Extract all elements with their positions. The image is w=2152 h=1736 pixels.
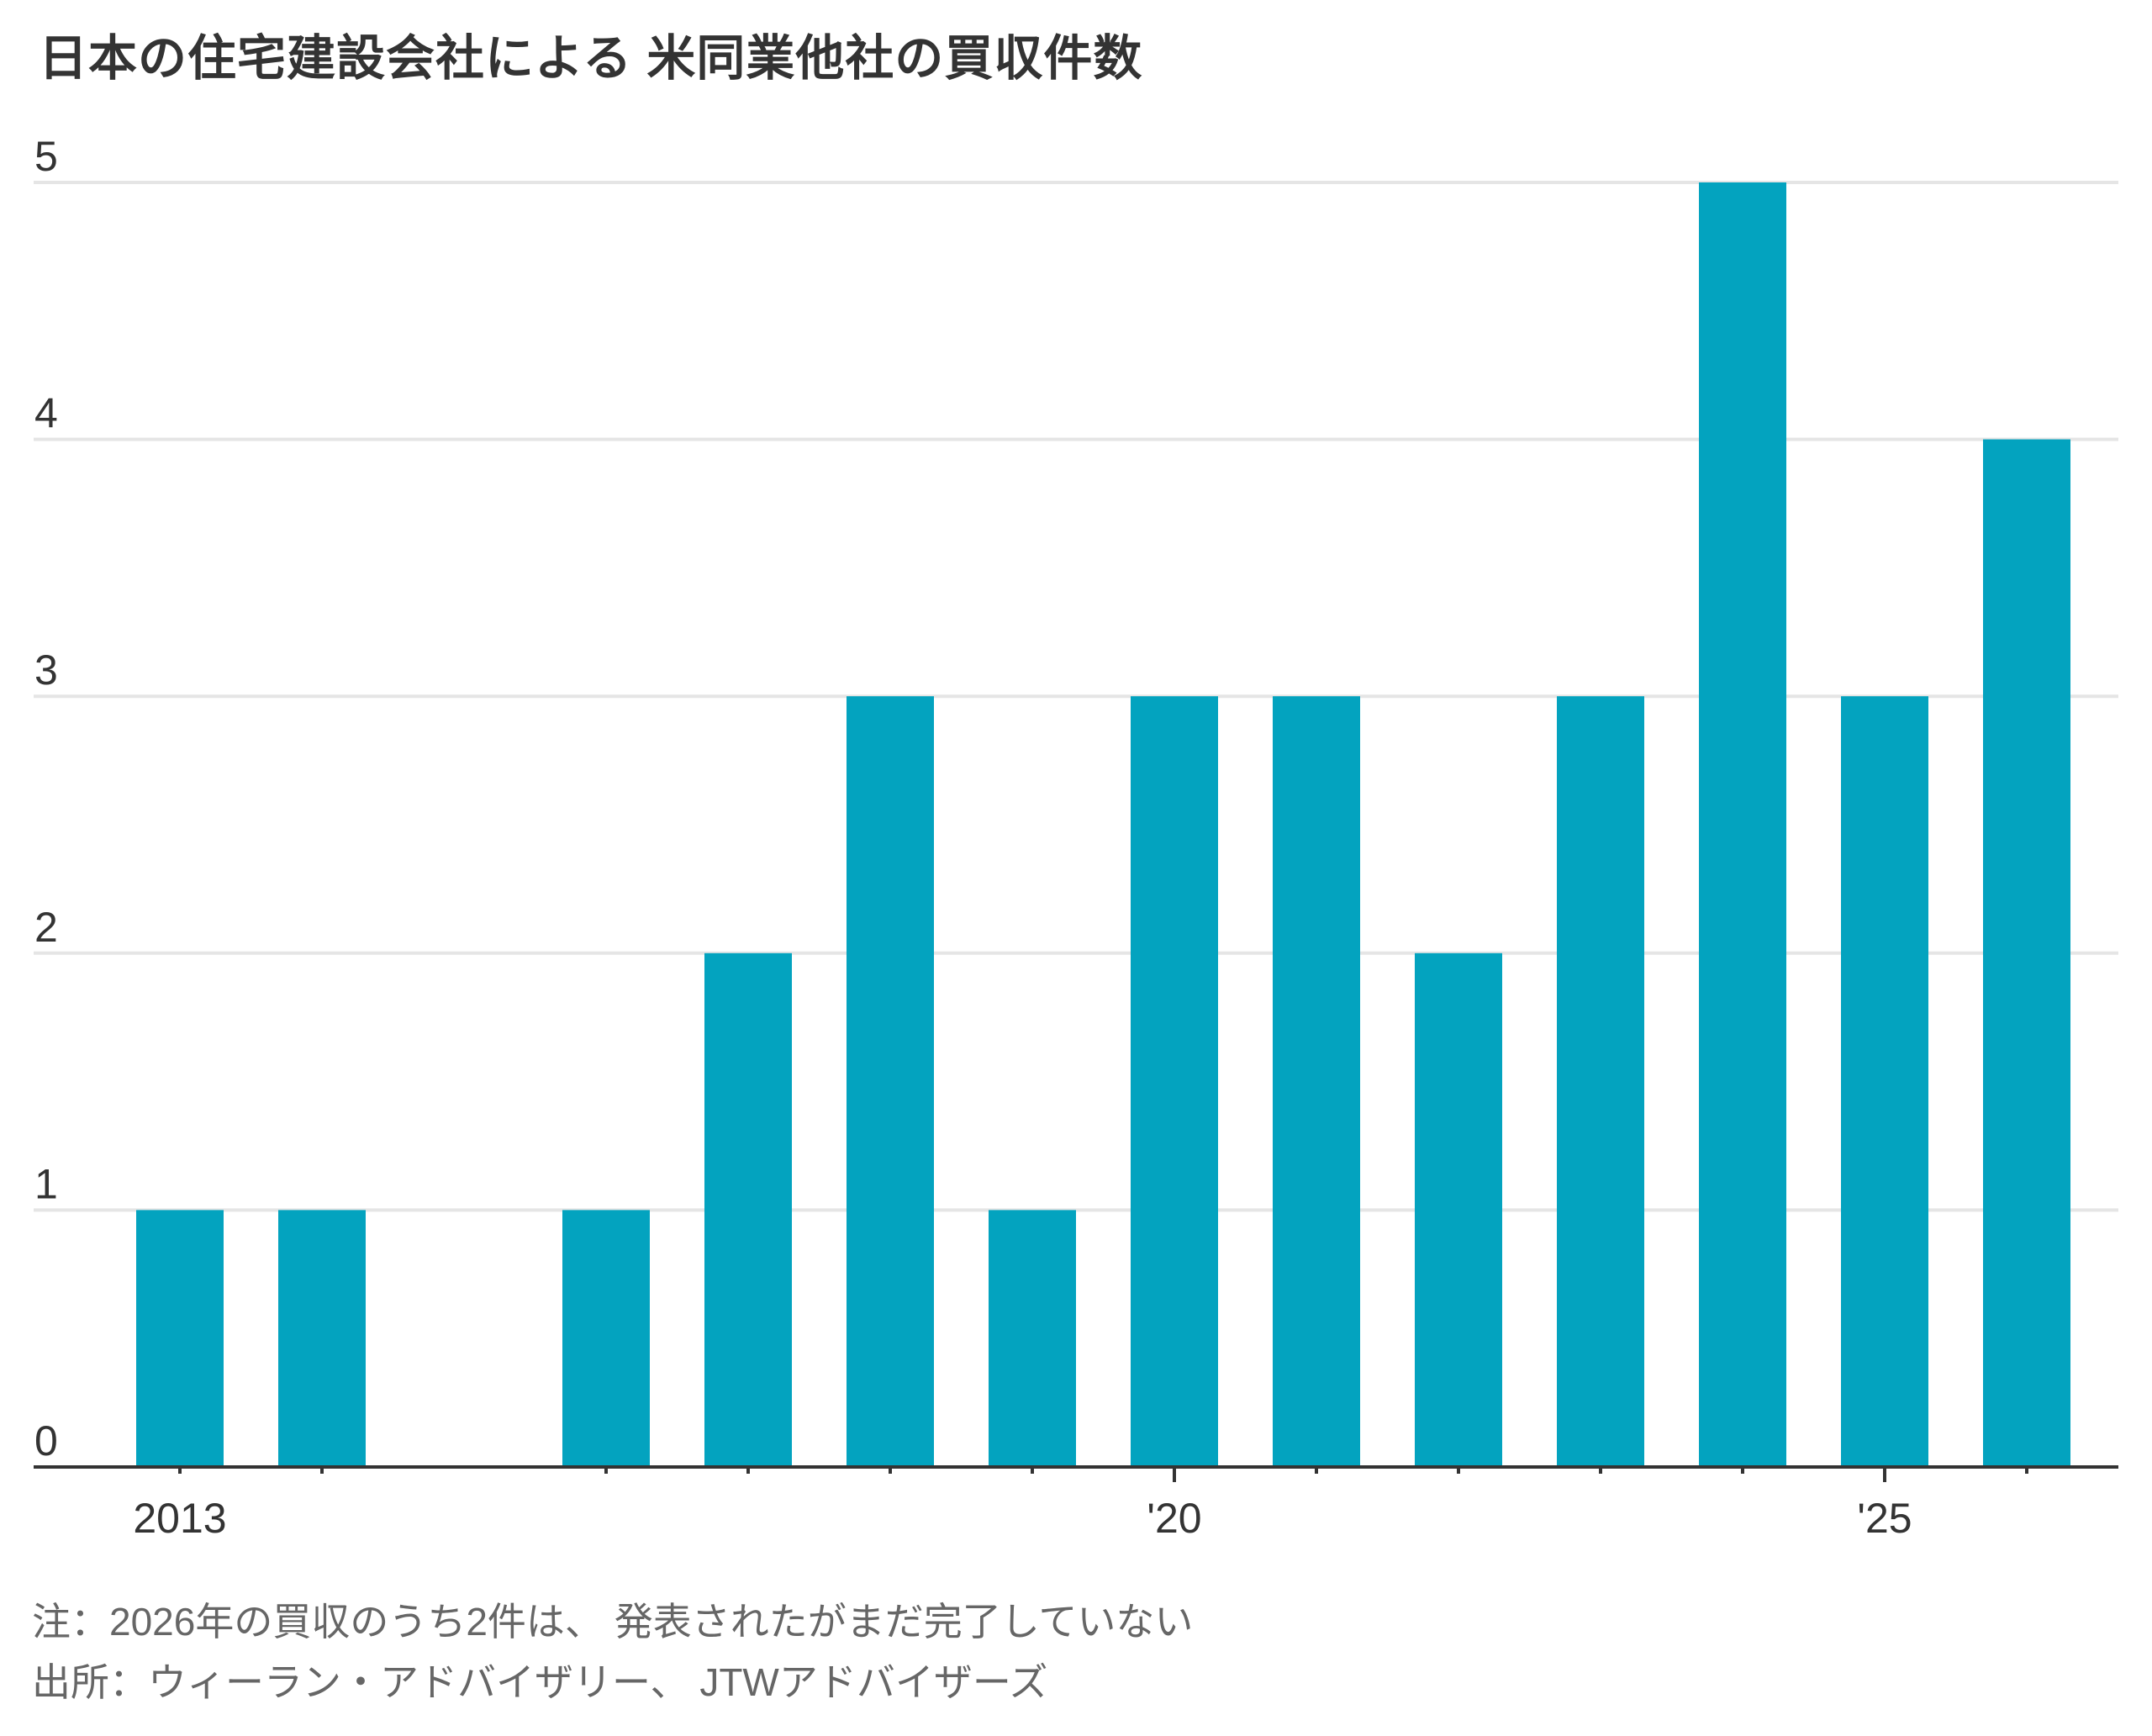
y-tick-label: 0 [34,1417,58,1464]
y-tick-label: 1 [34,1160,58,1207]
bar-2016 [562,1210,650,1467]
y-tick-label: 2 [34,904,58,951]
y-tick-label: 3 [34,646,58,694]
bar-2023 [1557,696,1644,1467]
footnote-note: 注：2026年の買収のうち2件は、 発表されたがまだ完了していない [32,1600,1194,1644]
bar-2020 [1131,696,1218,1467]
bar-2013 [136,1210,224,1467]
bar-2017 [704,952,792,1467]
y-tick-label: 4 [34,390,58,437]
bar-chart: 0 1 2 3 4 5 2013 '20 '25 [34,133,2118,1542]
footnote-source: 出所：ウィーラン・アドバイザリー、 JTWアドバイザーズ [32,1660,1048,1704]
bar-2019 [989,1210,1076,1467]
y-axis-labels: 0 1 2 3 4 5 [34,133,58,1464]
bar-2014 [278,1210,366,1467]
chart-title: 日本の住宅建設会社による 米同業他社の買収件数 [39,31,1143,86]
gridlines [34,181,2118,1212]
x-tick-label: 2013 [133,1495,226,1542]
bars [136,182,2070,1467]
bar-2026 [1983,439,2070,1467]
bar-2022 [1415,952,1502,1467]
x-tick-label: '20 [1147,1495,1201,1542]
x-axis-ticks [178,1467,2028,1482]
y-tick-label: 5 [34,133,58,180]
x-tick-label: '25 [1857,1495,1912,1542]
bar-2021 [1273,696,1360,1467]
bar-2025 [1841,696,1928,1467]
bar-2024 [1699,182,1786,1467]
bar-2018 [847,696,934,1467]
x-axis-labels: 2013 '20 '25 [133,1495,1912,1542]
